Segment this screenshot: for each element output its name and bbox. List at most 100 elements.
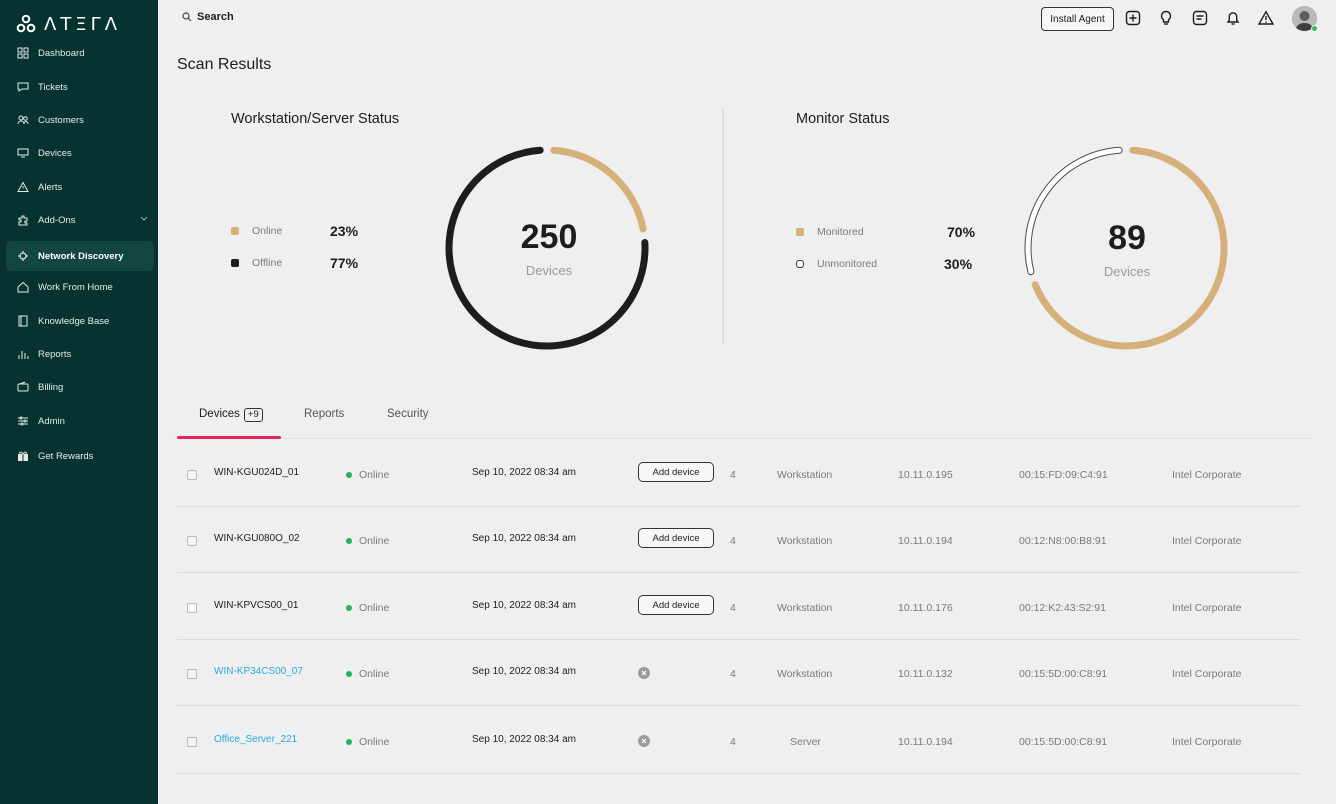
sidebar-item-devices[interactable]: Devices (6, 138, 154, 168)
device-count: 4 (730, 668, 736, 680)
last-seen-date: Sep 10, 2022 08:34 am (472, 734, 576, 745)
device-type: Workstation (777, 469, 833, 481)
row-divider (177, 705, 1300, 706)
row-divider (177, 639, 1300, 640)
legend-unmonitored-pct: 30% (944, 256, 973, 272)
close-circle-icon[interactable] (638, 735, 650, 747)
bell-icon[interactable] (1224, 9, 1242, 27)
donut-segment-monitored (1031, 146, 1228, 350)
close-circle-icon[interactable] (638, 667, 650, 679)
device-type: Server (790, 736, 821, 748)
status-text: Online (359, 535, 390, 547)
tickets-icon (16, 81, 29, 94)
ip-address: 10.11.0.132 (898, 668, 953, 680)
online-dot-icon (346, 605, 352, 611)
legend-swatch (796, 228, 804, 236)
sidebar: ΛΤΞΓΛ Dashboard Tickets Customers Device… (0, 0, 158, 804)
sidebar-item-work-from-home[interactable]: Work From Home (6, 272, 154, 302)
tab-security[interactable]: Security (387, 408, 429, 420)
sidebar-item-label: Devices (38, 147, 72, 159)
device-name[interactable]: Office_Server_221 (214, 734, 298, 745)
row-checkbox[interactable] (187, 669, 197, 679)
legend-label: Monitored (817, 226, 864, 238)
tab-label: Reports (304, 408, 345, 420)
legend-unmonitored: Unmonitored (796, 258, 877, 270)
sidebar-item-dashboard[interactable]: Dashboard (6, 38, 154, 68)
reports-icon (16, 348, 29, 361)
device-count: 4 (730, 602, 736, 614)
legend-swatch (796, 260, 804, 268)
notes-icon[interactable] (1191, 9, 1209, 27)
vendor: Intel Corporate (1172, 736, 1242, 748)
table-row[interactable]: WIN-KPVCS00_01 Online Sep 10, 2022 08:34… (177, 573, 1300, 640)
row-divider (177, 773, 1300, 774)
search-input[interactable]: Search (182, 11, 234, 23)
tab-reports[interactable]: Reports (304, 408, 344, 420)
device-type: Workstation (777, 535, 833, 547)
ip-address: 10.11.0.194 (898, 535, 953, 547)
alerts-icon (16, 181, 29, 194)
status-badge: Online (346, 535, 389, 547)
devices-icon (16, 147, 29, 160)
legend-online: Online (231, 225, 282, 237)
sidebar-item-get-rewards[interactable]: Get Rewards (6, 441, 154, 471)
device-name[interactable]: WIN-KP34CS00_07 (214, 666, 303, 677)
add-icon[interactable] (1124, 9, 1142, 27)
home-icon (16, 281, 29, 294)
brand-logo[interactable]: ΛΤΞΓΛ (16, 13, 121, 35)
sidebar-item-addons[interactable]: Add-Ons (6, 205, 154, 235)
legend-label: Online (252, 225, 283, 237)
device-type: Workstation (777, 602, 833, 614)
dashboard-icon (16, 47, 29, 60)
row-checkbox[interactable] (187, 737, 197, 747)
row-checkbox[interactable] (187, 536, 197, 546)
row-checkbox[interactable] (187, 603, 197, 613)
table-row[interactable]: WIN-KP34CS00_07 Online Sep 10, 2022 08:3… (177, 639, 1300, 706)
network-discovery-icon (16, 250, 29, 263)
online-dot-icon (346, 472, 352, 478)
sidebar-item-network-discovery[interactable]: Network Discovery (6, 241, 154, 271)
device-count: 4 (730, 535, 736, 547)
sidebar-item-alerts[interactable]: Alerts (6, 172, 154, 202)
legend-offline: Offline (231, 257, 282, 269)
customers-icon (16, 114, 29, 127)
status-text: Online (359, 736, 390, 748)
chevron-down-icon[interactable] (140, 214, 148, 225)
sidebar-item-customers[interactable]: Customers (6, 105, 154, 135)
sidebar-item-label: Network Discovery (38, 250, 124, 262)
sidebar-item-label: Work From Home (38, 281, 113, 293)
status-badge: Online (346, 736, 389, 748)
monitor-status-title: Monitor Status (796, 111, 890, 127)
online-dot-icon (346, 739, 352, 745)
lightbulb-icon[interactable] (1157, 9, 1175, 27)
add-device-button[interactable]: Add device (638, 462, 714, 482)
vendor: Intel Corporate (1172, 469, 1242, 481)
sidebar-item-label: Customers (38, 114, 84, 126)
table-row[interactable]: WIN-KGU024D_01 Online Sep 10, 2022 08:34… (177, 440, 1300, 507)
status-badge: Online (346, 469, 389, 481)
last-seen-date: Sep 10, 2022 08:34 am (472, 467, 576, 478)
sidebar-item-label: Tickets (38, 81, 68, 93)
device-count: 4 (730, 736, 736, 748)
add-device-button[interactable]: Add device (638, 528, 714, 548)
sidebar-item-knowledge-base[interactable]: Knowledge Base (6, 306, 154, 336)
install-agent-button[interactable]: Install Agent (1041, 7, 1114, 31)
row-checkbox[interactable] (187, 470, 197, 480)
brand-name: ΛΤΞΓΛ (44, 13, 122, 35)
legend-label: Offline (252, 257, 283, 269)
table-row[interactable]: WIN-KGU080O_02 Online Sep 10, 2022 08:34… (177, 506, 1300, 573)
sidebar-item-tickets[interactable]: Tickets (6, 72, 154, 102)
sidebar-item-reports[interactable]: Reports (6, 339, 154, 369)
warning-icon[interactable] (1257, 9, 1275, 27)
status-badge: Online (346, 668, 389, 680)
sidebar-item-billing[interactable]: Billing (6, 372, 154, 402)
sidebar-item-admin[interactable]: Admin (6, 406, 154, 436)
add-device-button[interactable]: Add device (638, 595, 714, 615)
mac-address: 00:12:N8:00:B8:91 (1019, 535, 1107, 547)
legend-monitored: Monitored (796, 226, 864, 238)
tab-devices[interactable]: Devices +9 (199, 408, 263, 422)
mac-address: 00:15:FD:09:C4:91 (1019, 469, 1108, 481)
table-row[interactable]: Office_Server_221 Online Sep 10, 2022 08… (177, 707, 1300, 774)
panel-divider (722, 108, 724, 344)
monitor-total: 89 (1108, 219, 1146, 257)
